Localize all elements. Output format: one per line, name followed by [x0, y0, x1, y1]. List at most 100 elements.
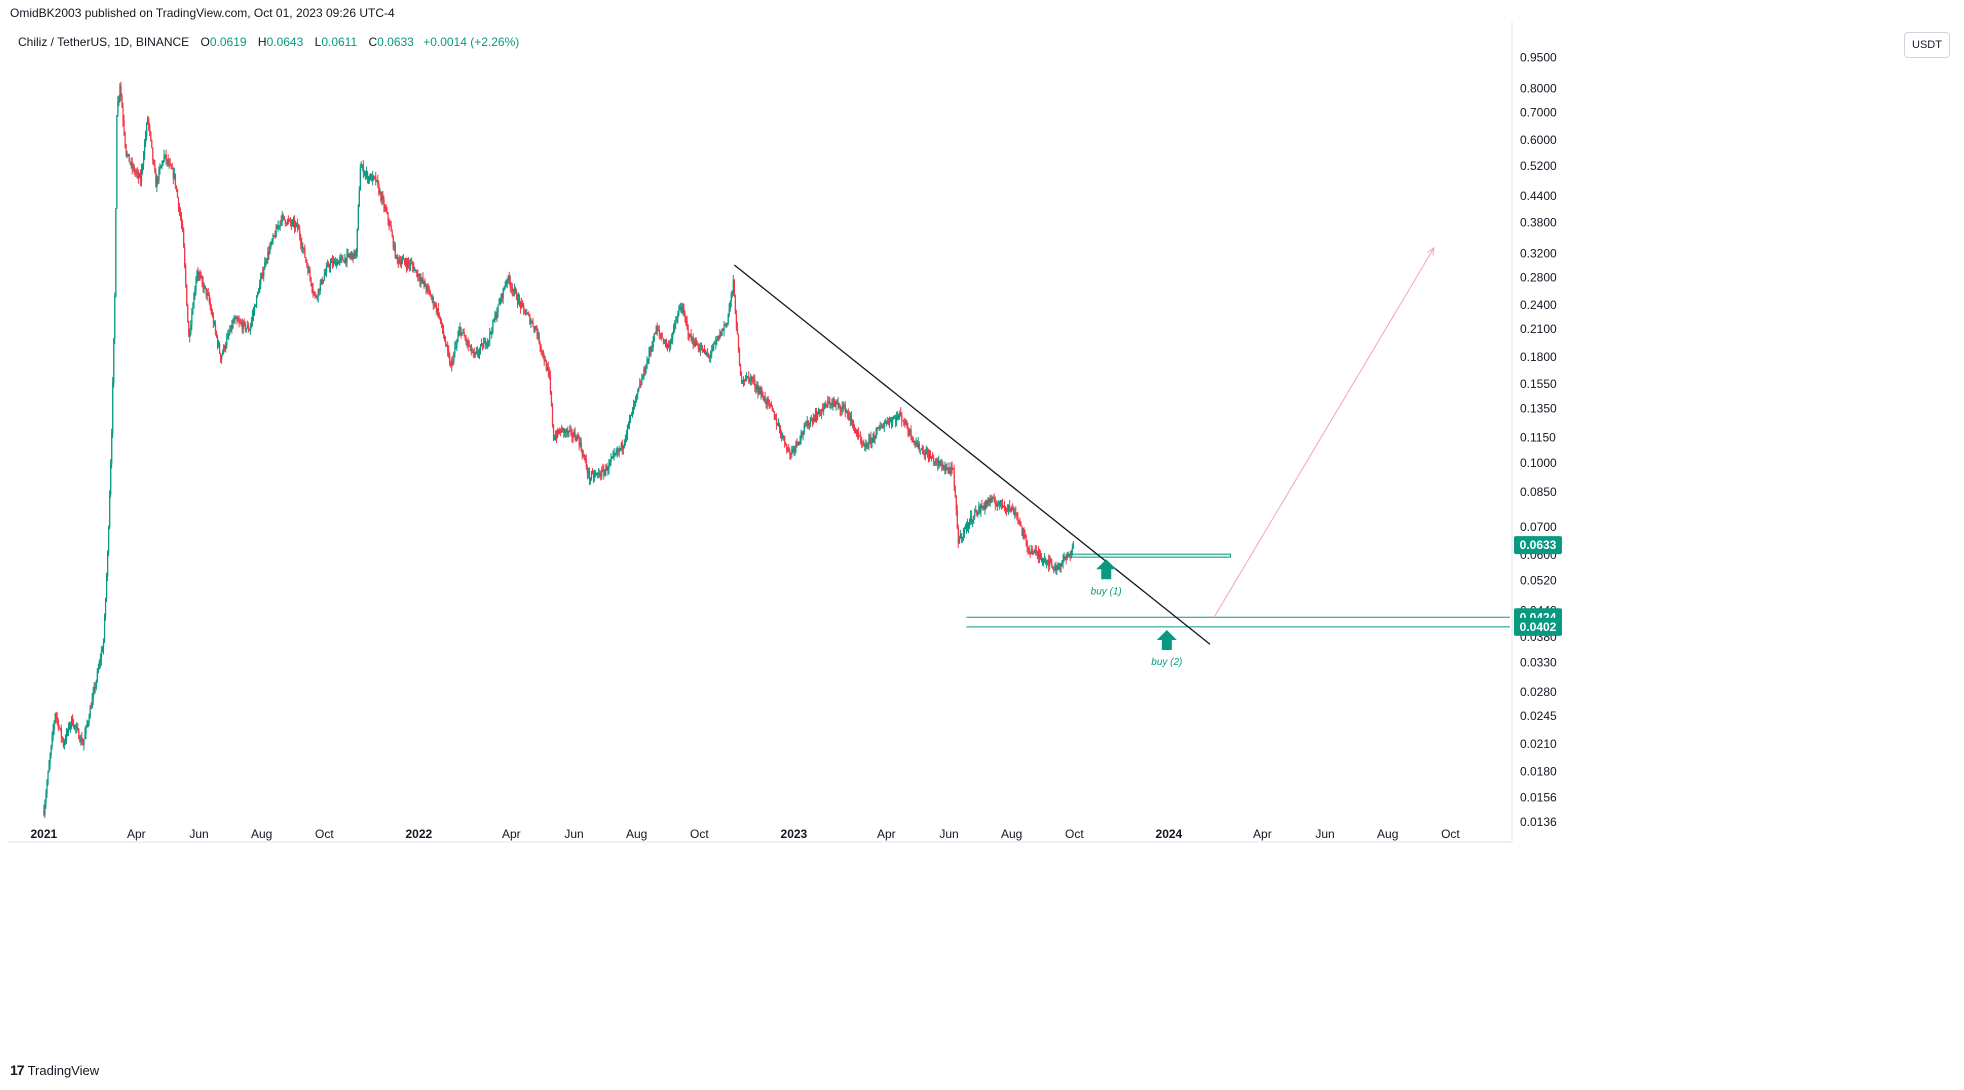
candle: [883, 420, 885, 432]
candle-body: [369, 176, 371, 180]
candle: [147, 115, 149, 125]
buy-zone-box: [1067, 553, 1232, 558]
candle: [651, 341, 653, 353]
candle: [868, 433, 870, 451]
candle-body: [175, 186, 178, 191]
candle: [187, 303, 189, 323]
candle-body: [454, 347, 456, 354]
candle: [587, 467, 590, 479]
candle-body: [229, 331, 231, 334]
candle-body: [1047, 559, 1049, 562]
candle-body: [848, 416, 851, 421]
candle-body: [463, 332, 465, 337]
candle-body: [307, 265, 309, 273]
candle-body: [712, 345, 714, 351]
candle-body: [934, 461, 936, 463]
candle-body: [338, 260, 340, 265]
candle: [1053, 566, 1055, 574]
candle: [450, 360, 452, 368]
candle-body: [783, 435, 785, 437]
candle: [470, 343, 472, 356]
currency-button[interactable]: USDT: [1904, 32, 1950, 58]
candle-body: [734, 296, 737, 314]
candle-body: [563, 428, 565, 433]
candle-body: [407, 261, 409, 267]
tradingview-brand[interactable]: 17 TradingView: [10, 1062, 99, 1078]
candle: [106, 572, 108, 602]
candle: [749, 377, 751, 385]
candle-body: [570, 429, 572, 431]
time-axis[interactable]: 2021 Apr Jun Aug Oct 2022 Apr Jun Aug Oct 2023 Apr J…: [30, 827, 1460, 841]
candle-body: [131, 162, 133, 169]
candle: [545, 359, 547, 372]
candle-body: [220, 353, 222, 360]
candle: [630, 414, 632, 424]
candle-body: [143, 156, 145, 165]
candle-body: [801, 432, 803, 435]
candle-body: [483, 343, 485, 349]
candle-body: [281, 215, 283, 222]
candle-body: [601, 469, 603, 476]
candle-body: [1022, 530, 1024, 534]
candle-body: [189, 333, 191, 337]
candle: [840, 406, 842, 417]
candle: [102, 638, 105, 655]
candle: [92, 686, 94, 706]
candle: [756, 380, 758, 393]
candle: [829, 396, 831, 409]
candle: [306, 259, 308, 269]
candle-body: [610, 458, 612, 462]
candle: [361, 164, 364, 171]
candle-body: [606, 466, 608, 471]
candle: [669, 340, 671, 353]
candle-body: [344, 257, 346, 263]
price-axis[interactable]: 0.95000.80000.70000.60000.52000.44000.38…: [1520, 50, 1557, 829]
candle-body: [711, 350, 713, 354]
candle-body: [159, 167, 161, 170]
candle: [474, 351, 477, 358]
candle: [964, 523, 967, 530]
candle-body: [990, 498, 992, 502]
candle: [662, 337, 665, 345]
buy-annotation-label: buy (1): [1091, 586, 1122, 597]
candle: [262, 266, 264, 280]
candle-body: [733, 280, 735, 297]
candle-body: [809, 420, 812, 424]
candle: [835, 400, 837, 411]
candle-body: [414, 269, 416, 271]
candle-body: [1011, 507, 1013, 512]
candle-body: [480, 345, 482, 350]
candle-body: [689, 334, 691, 338]
candle: [575, 435, 577, 443]
candle: [781, 430, 783, 442]
candle-body: [462, 332, 464, 334]
candle-body: [378, 183, 380, 194]
candle: [125, 143, 127, 158]
candle-body: [525, 313, 527, 315]
candle-body: [441, 323, 444, 331]
candle-body: [117, 102, 119, 116]
candle: [96, 668, 98, 684]
candle: [805, 420, 807, 427]
candle: [1017, 511, 1019, 525]
candle-body: [715, 340, 717, 344]
candle-body: [366, 172, 369, 181]
candle-body: [780, 428, 782, 435]
candle-body: [317, 288, 319, 297]
candle-body: [1009, 505, 1011, 510]
candle: [614, 452, 616, 457]
candle: [211, 308, 214, 318]
candle-body: [618, 448, 620, 452]
candle-body: [387, 212, 389, 221]
candle: [577, 432, 579, 440]
candle-body: [141, 164, 144, 170]
candle: [129, 161, 131, 166]
candle-body: [328, 265, 331, 268]
candle: [507, 274, 509, 284]
candle: [282, 213, 284, 221]
candle-body: [585, 460, 588, 468]
candle: [828, 396, 830, 405]
candle-body: [403, 258, 406, 263]
candle-body: [114, 296, 116, 339]
